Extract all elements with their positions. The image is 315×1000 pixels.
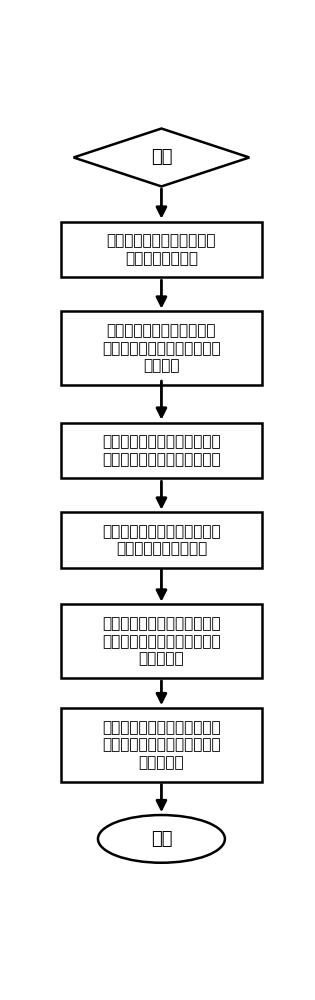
Ellipse shape (98, 815, 225, 863)
Bar (61, 423, 261, 478)
Text: 确定各工作模式工作阶段划分
点的舱伞系统质量参数: 确定各工作模式工作阶段划分 点的舱伞系统质量参数 (102, 524, 221, 557)
Text: 计算降落伞系各工作模式工作
阶段特征时间及对应的伞系阻
力特征系数: 计算降落伞系各工作模式工作 阶段特征时间及对应的伞系阻 力特征系数 (102, 616, 221, 666)
Text: 开始: 开始 (151, 148, 172, 166)
Bar (61, 222, 261, 277)
Bar (61, 604, 261, 678)
Bar (61, 708, 261, 782)
Text: 结束: 结束 (151, 830, 172, 848)
Text: 确定减速着陆系统的工作模式
及降落伞系组成、工作阶段数: 确定减速着陆系统的工作模式 及降落伞系组成、工作阶段数 (102, 434, 221, 467)
Bar (61, 311, 261, 385)
Polygon shape (74, 129, 249, 186)
Bar (61, 512, 261, 568)
Text: 获得返回舱初始速度、方位
角、弹道倾角及理论落点返回
再入参数: 获得返回舱初始速度、方位 角、弹道倾角及理论落点返回 再入参数 (102, 323, 221, 373)
Text: 计算伞系各工作模式工作阶段
的风场修正量，得到落点的经
纬度偏差量: 计算伞系各工作模式工作阶段 的风场修正量，得到落点的经 纬度偏差量 (102, 720, 221, 770)
Text: 获得着陆场的高程值，风向
角、风速气象参数: 获得着陆场的高程值，风向 角、风速气象参数 (107, 233, 216, 266)
